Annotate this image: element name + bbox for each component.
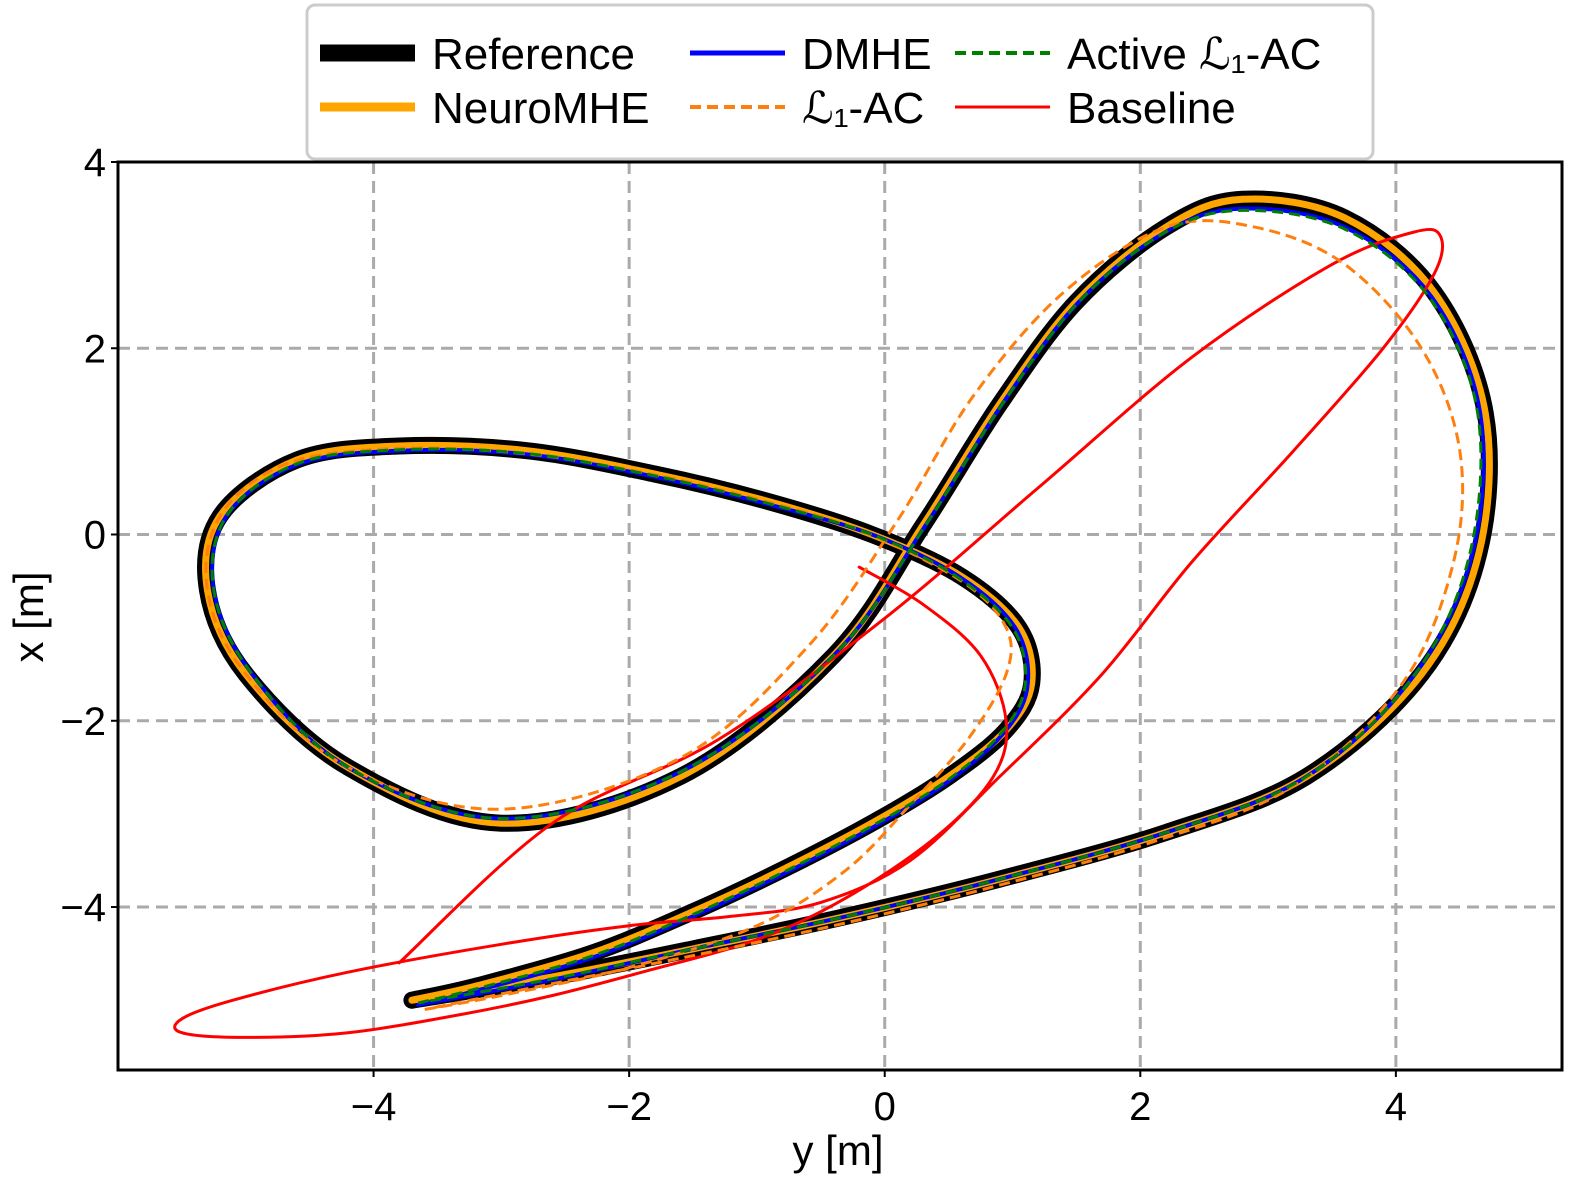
legend: Reference DMHE Active ℒ₁-AC NeuroMHE ℒ₁-AC Ba… [305, 3, 1375, 161]
x-axis-ticks: −4 −2 0 2 4 [351, 1070, 1407, 1129]
y-axis-ticks: −4 −2 0 2 4 [60, 141, 118, 930]
grid-lines [118, 160, 1562, 1070]
x-tick-label: −4 [351, 1085, 397, 1129]
legend-label: DMHE [802, 30, 932, 79]
series-line-neuromhe [202, 195, 1493, 1004]
x-tick-label: −2 [606, 1085, 652, 1129]
x-tick-label: 2 [1129, 1085, 1151, 1129]
legend-label: NeuroMHE [432, 84, 650, 133]
y-axis-label: x [m] [5, 572, 52, 663]
series-line-baseline [173, 227, 1445, 1039]
legend-label: ℒ₁-AC [802, 84, 924, 133]
x-tick-label: 4 [1385, 1085, 1407, 1129]
x-tick-label: 0 [874, 1085, 896, 1129]
y-tick-label: 4 [84, 141, 106, 185]
series-group [173, 190, 1498, 1039]
legend-label: Baseline [1067, 84, 1236, 133]
series-line-l1-ac [204, 219, 1465, 1011]
y-tick-label: 2 [84, 327, 106, 371]
plot-frame [116, 160, 1564, 1072]
legend-label: Active ℒ₁-AC [1067, 30, 1321, 79]
y-tick-label: −2 [60, 700, 106, 744]
series-line-reference [197, 190, 1498, 1009]
series-line-active-l1-ac [210, 208, 1483, 1005]
x-axis-label: y [m] [793, 1127, 884, 1174]
y-tick-label: 0 [84, 514, 106, 558]
series-line-dmhe [210, 206, 1486, 1007]
y-tick-label: −4 [60, 886, 106, 930]
legend-frame [305, 3, 1375, 161]
legend-label: Reference [432, 30, 635, 79]
